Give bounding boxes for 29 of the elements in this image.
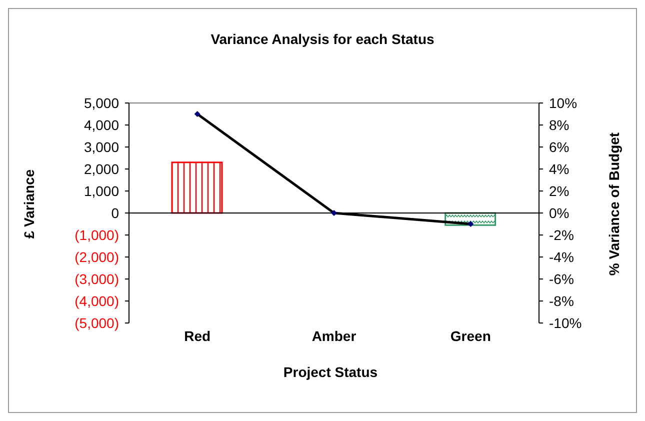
y-tick-label: (3,000) xyxy=(74,271,119,287)
x-tick-label: Amber xyxy=(312,328,357,344)
x-tick-label: Red xyxy=(184,328,211,344)
y2-tick-label: 6% xyxy=(549,139,570,155)
y-tick-label: 3,000 xyxy=(84,139,120,155)
y2-tick-label: -10% xyxy=(549,315,582,331)
y2-tick-label: -6% xyxy=(549,271,574,287)
y2-tick-label: 0% xyxy=(549,205,570,221)
y-tick-label: 4,000 xyxy=(84,117,120,133)
y-tick-label: (5,000) xyxy=(74,315,119,331)
y-tick-label: 1,000 xyxy=(84,183,120,199)
y2-tick-label: 10% xyxy=(549,95,578,111)
y-tick-label: 2,000 xyxy=(84,161,120,177)
y2-tick-label: -8% xyxy=(549,293,574,309)
y2-tick-label: 8% xyxy=(549,117,570,133)
y2-tick-label: -4% xyxy=(549,249,574,265)
y-tick-label: (2,000) xyxy=(74,249,119,265)
x-axis-title: Project Status xyxy=(282,364,379,380)
y2-tick-label: 4% xyxy=(549,161,570,177)
y2-tick-label: -2% xyxy=(549,227,574,243)
y-tick-label: (1,000) xyxy=(74,227,119,243)
y-axis-title: £ Variance xyxy=(21,169,37,239)
chart-title: Variance Analysis for each Status xyxy=(210,31,436,47)
y-tick-label: (4,000) xyxy=(74,293,119,309)
y2-axis-title: % Variance of Budget xyxy=(606,132,622,276)
y-tick-label: 0 xyxy=(111,205,120,221)
y2-tick-label: 2% xyxy=(549,183,570,199)
y-tick-label: 5,000 xyxy=(84,95,120,111)
x-tick-label: Green xyxy=(450,328,491,344)
